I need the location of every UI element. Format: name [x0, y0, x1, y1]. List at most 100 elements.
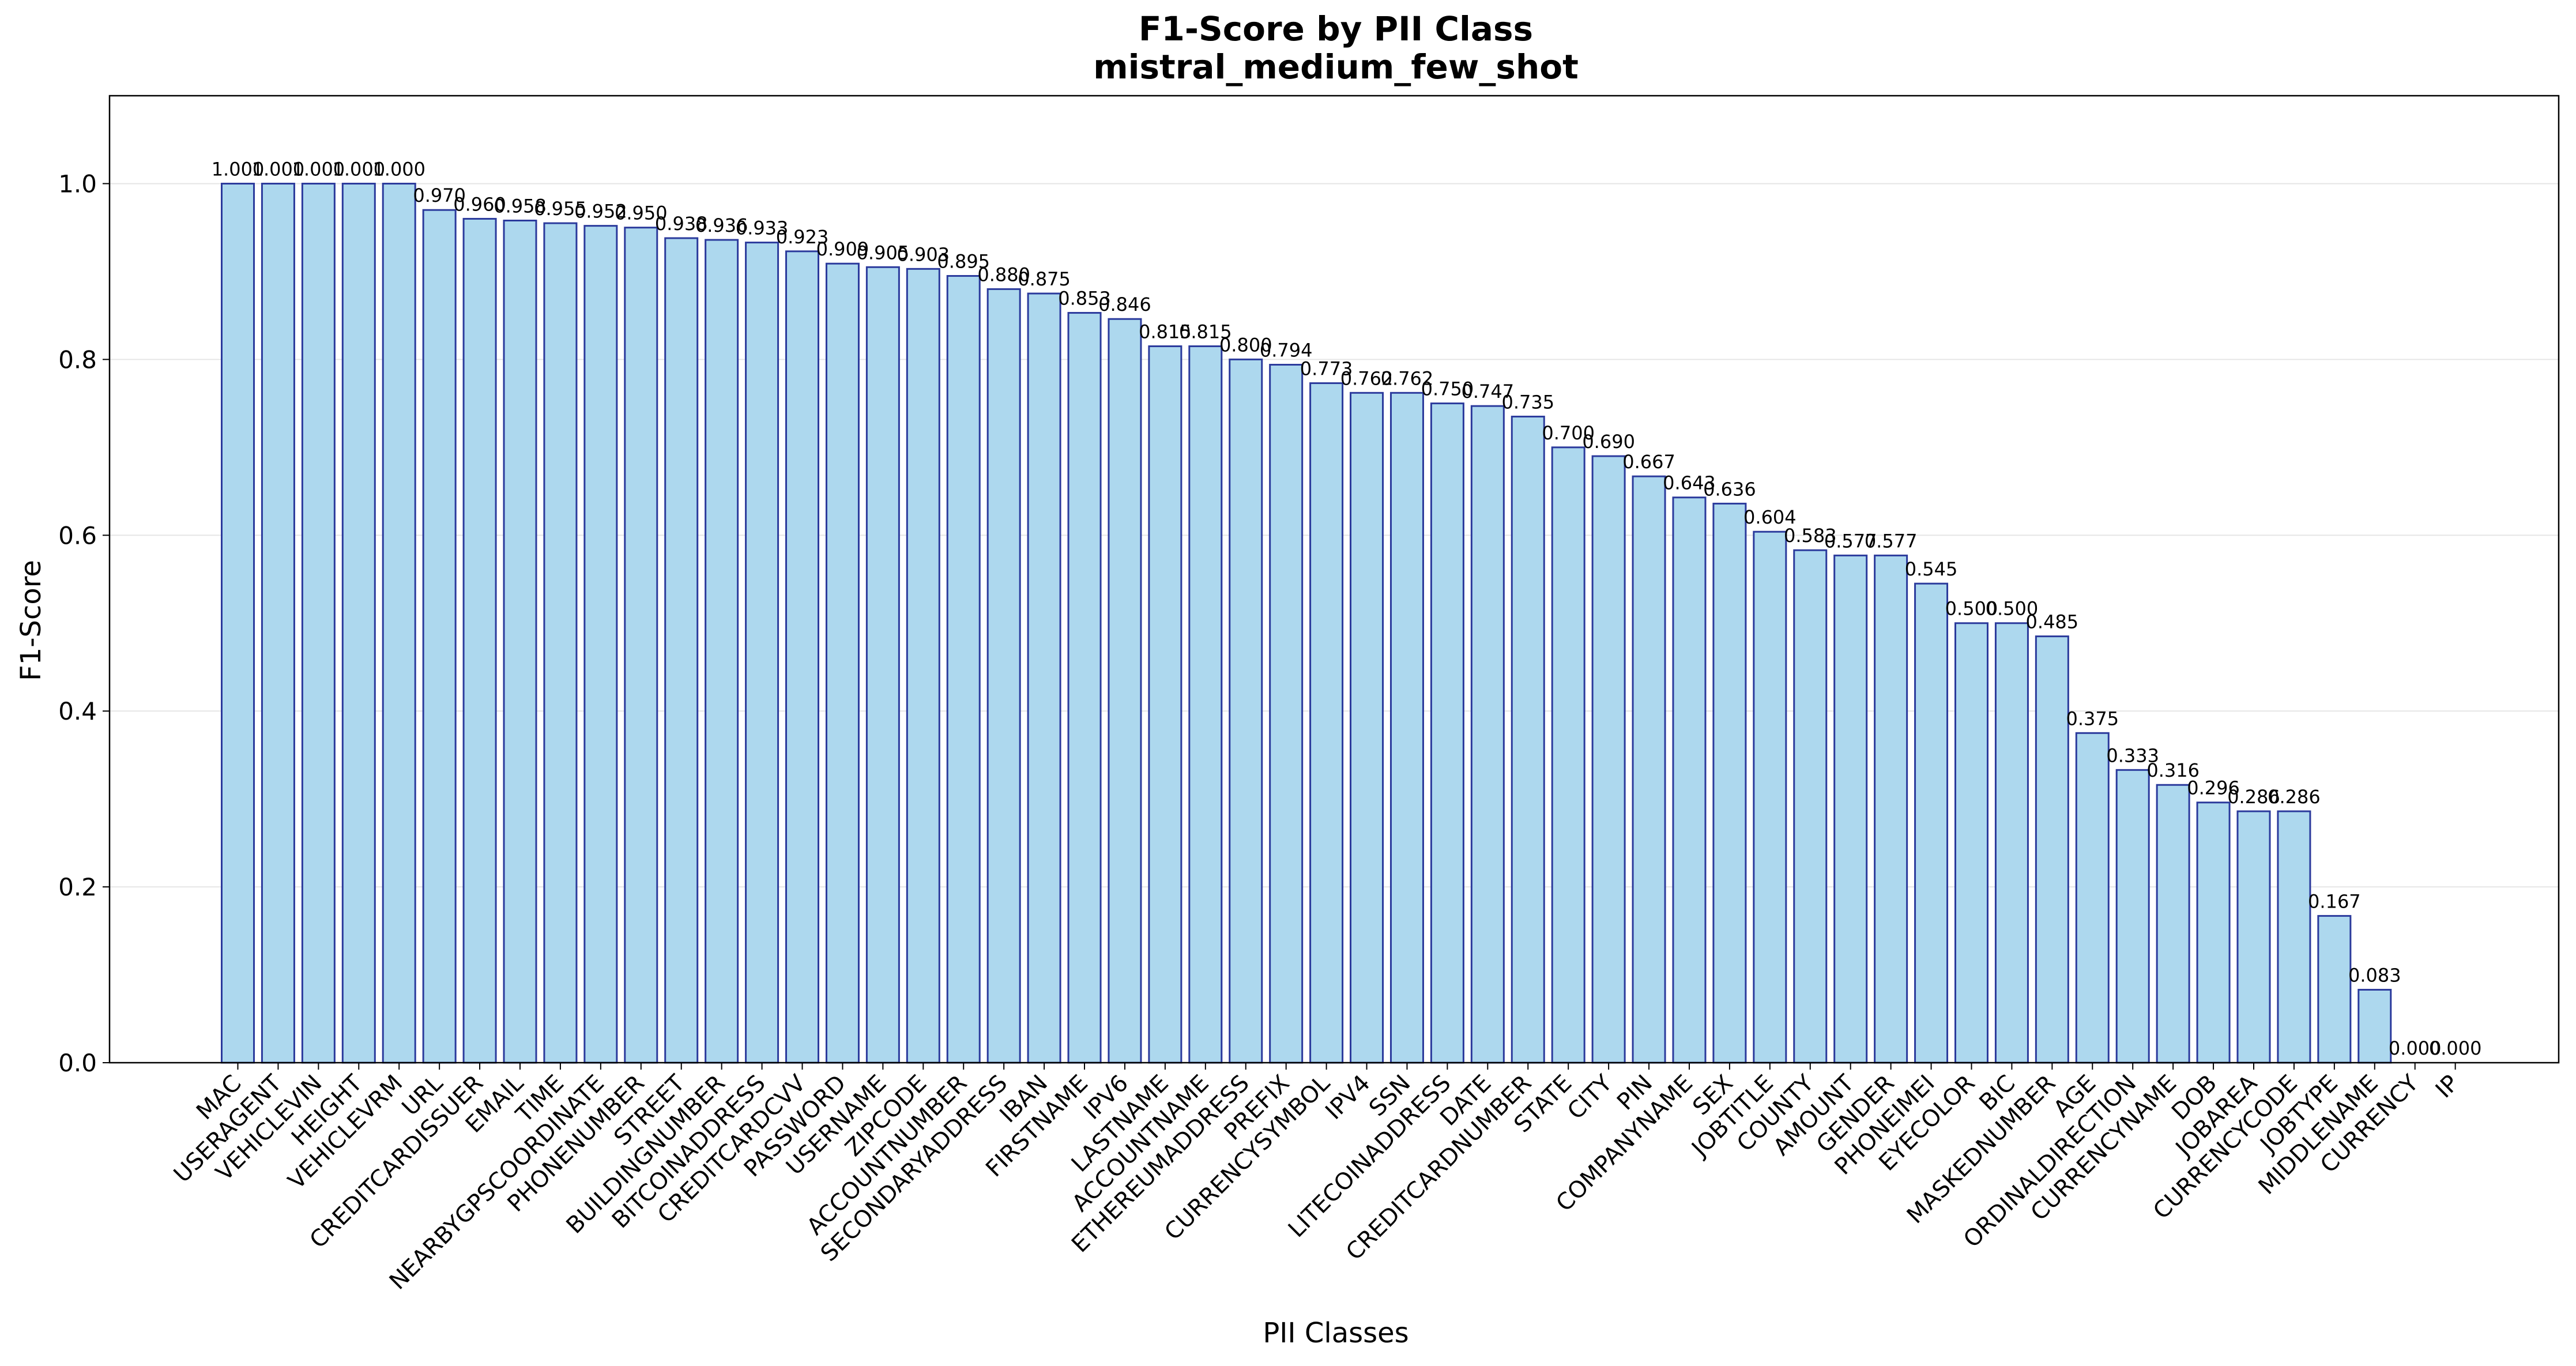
bar	[1712, 502, 1747, 1064]
bar-value-label: 0.762	[1340, 367, 1394, 389]
bar-value-label: 0.500	[1945, 598, 1998, 620]
bar-value-label: 0.773	[1300, 358, 1353, 380]
bar-value-label: 0.875	[1018, 268, 1071, 290]
bar-value-label: 1.000	[332, 158, 385, 180]
bar	[503, 219, 537, 1064]
y-tick-label: 0.8	[58, 345, 97, 374]
bar	[1269, 364, 1304, 1064]
bar	[986, 288, 1021, 1064]
bar-value-label: 0.296	[2187, 777, 2240, 799]
bar-value-label: 0.815	[1179, 321, 1232, 343]
bar	[1591, 455, 1626, 1064]
bar	[1632, 475, 1666, 1064]
bar-value-label: 0.316	[2146, 759, 2200, 781]
y-axis-ticks: 0.0 0.2 0.4 0.6 0.8 1.0	[58, 170, 110, 1077]
bar-value-label: 0.577	[1865, 530, 1918, 552]
bar-value-label: 0.577	[1824, 530, 1877, 552]
bar	[1511, 415, 1545, 1064]
x-axis-label: PII Classes	[1263, 1317, 1408, 1349]
bar	[865, 266, 900, 1064]
bar	[745, 242, 779, 1064]
bar	[301, 182, 336, 1064]
bar-value-label: 0.500	[1986, 598, 2039, 620]
plot-frame	[108, 95, 2560, 1064]
bar-value-label: 0.375	[2066, 708, 2119, 729]
bar-value-label: 0.933	[736, 217, 789, 239]
bar-value-label: 0.950	[615, 202, 668, 224]
bar-value-label: 0.747	[1462, 381, 1515, 402]
bar	[2317, 915, 2352, 1064]
bar-value-label: 0.545	[1905, 558, 1958, 580]
bar-value-label: 0.880	[977, 264, 1030, 285]
bar-value-label: 0.846	[1098, 293, 1151, 315]
bar-value-label: 0.333	[2106, 744, 2159, 766]
bar-value-label: 0.905	[857, 242, 910, 264]
bar	[221, 182, 255, 1064]
bar-value-label: 0.800	[1219, 334, 1272, 356]
bar	[1389, 392, 1424, 1064]
bar-value-label: 0.903	[897, 243, 950, 265]
y-tick-label: 0.4	[58, 697, 97, 725]
bar	[2075, 732, 2110, 1064]
y-tick-label: 0.6	[58, 521, 97, 550]
chart-title: F1-Score by PII Class	[1139, 9, 1533, 48]
y-tick-label: 0.2	[58, 873, 97, 901]
bar	[422, 209, 457, 1064]
bar	[2277, 810, 2311, 1064]
bar-value-label: 0.286	[2268, 786, 2321, 808]
bar-value-label: 0.958	[494, 195, 547, 217]
bar-value-label: 0.583	[1784, 525, 1837, 547]
bar-value-label: 0.604	[1743, 506, 1797, 528]
bar-value-label: 0.735	[1501, 391, 1554, 413]
bar	[1672, 496, 1707, 1064]
bar	[261, 182, 295, 1064]
bar-value-label: 0.938	[655, 213, 708, 235]
bar-value-label: 0.923	[776, 226, 829, 248]
bar-value-label: 0.952	[574, 201, 627, 223]
bar	[462, 217, 497, 1064]
bar	[2357, 988, 2392, 1064]
bar	[1430, 402, 1464, 1064]
bar-value-label: 1.000	[252, 158, 305, 180]
bar	[906, 268, 940, 1064]
data-labels: 1.0001.0001.0001.0001.0000.9700.9600.958…	[212, 158, 2482, 1059]
bar-value-label: 0.955	[534, 198, 587, 220]
bar-value-label: 0.083	[2348, 964, 2401, 986]
bar-value-label: 0.750	[1421, 378, 1474, 400]
bar	[1914, 582, 1949, 1064]
bar	[2115, 769, 2150, 1064]
bar	[1309, 382, 1344, 1064]
bar-value-label: 0.000	[2429, 1037, 2482, 1059]
bar	[1994, 622, 2029, 1064]
bar-value-label: 0.000	[2389, 1037, 2442, 1059]
bar	[785, 250, 820, 1064]
y-axis-label: F1-Score	[15, 560, 47, 681]
bar-value-label: 1.000	[212, 158, 265, 180]
bar-value-label: 0.853	[1058, 288, 1111, 310]
bar	[1108, 318, 1142, 1064]
bar-value-label: 0.485	[2026, 611, 2079, 633]
bar	[1753, 530, 1787, 1064]
bar	[341, 182, 376, 1064]
bar	[1833, 554, 1868, 1064]
bar-value-label: 0.667	[1622, 451, 1675, 473]
bar	[543, 222, 578, 1064]
bar-value-label: 0.936	[695, 215, 748, 236]
bar	[825, 262, 860, 1064]
bar	[624, 227, 658, 1064]
bar	[705, 239, 739, 1064]
bar-value-label: 0.909	[816, 238, 869, 260]
bar	[1551, 446, 1585, 1064]
bar-value-label: 0.643	[1663, 472, 1716, 494]
bar-value-label: 1.000	[372, 158, 425, 180]
bar-value-label: 0.636	[1703, 478, 1756, 500]
bar-value-label: 0.794	[1260, 340, 1313, 362]
bar-value-label: 0.286	[2227, 786, 2280, 808]
bar-value-label: 0.700	[1542, 422, 1595, 444]
bar	[664, 237, 699, 1064]
bar-value-label: 0.960	[453, 193, 506, 215]
bar	[1350, 392, 1384, 1064]
bar	[2035, 635, 2069, 1064]
bar	[946, 275, 981, 1064]
